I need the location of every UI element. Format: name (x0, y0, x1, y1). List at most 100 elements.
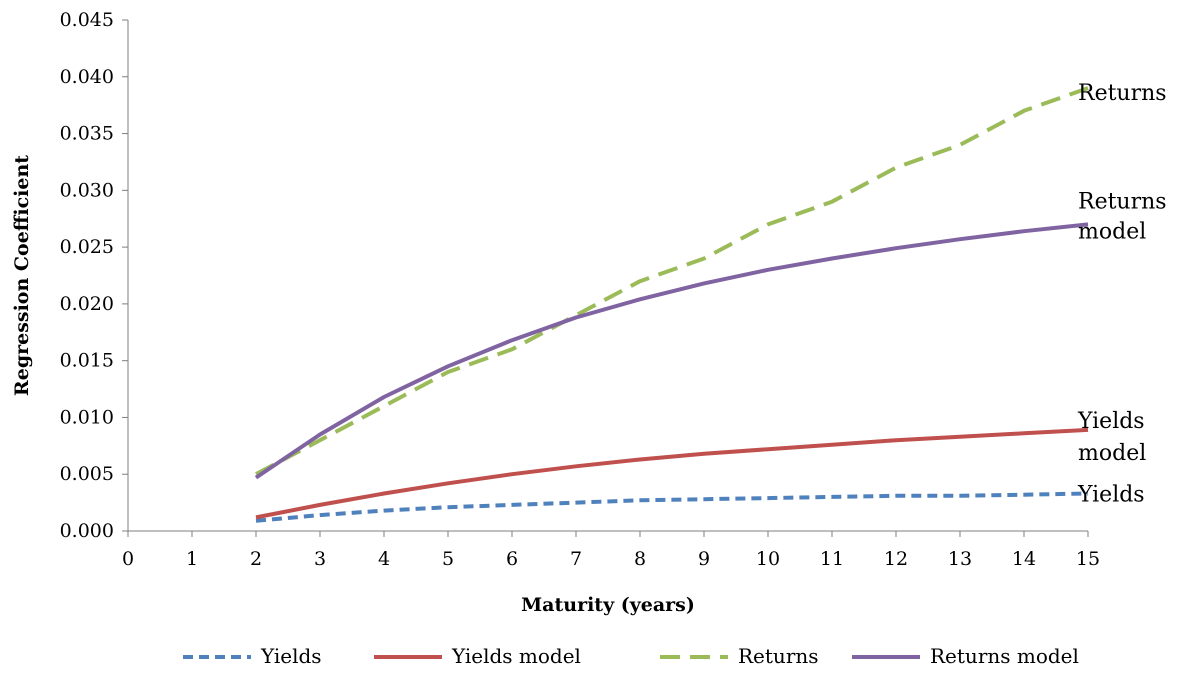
series-returns (255, 86, 1089, 476)
data-point-returns-model (958, 237, 962, 241)
y-tick-label: 0.045 (60, 9, 114, 31)
x-tick-label: 8 (634, 548, 646, 570)
data-point-returns (702, 256, 706, 260)
x-tick-label: 4 (378, 548, 390, 570)
data-point-yields (254, 519, 258, 523)
data-point-returns-model (1022, 229, 1026, 233)
data-point-returns-model (894, 246, 898, 250)
legend-label: Returns (738, 644, 819, 668)
x-axis: 0 1 2 3 4 5 6 7 8 9 10 11 12 13 14 15 (122, 530, 1100, 570)
series-yields-model (254, 427, 1089, 520)
x-tick-label: 12 (884, 548, 908, 570)
data-point-yields (574, 501, 578, 505)
data-point-yields (894, 494, 898, 498)
x-tick-label: 1 (186, 548, 198, 570)
y-tick-label: 0.000 (60, 520, 114, 542)
data-point-returns (830, 200, 834, 204)
y-tick-label: 0.010 (60, 406, 114, 428)
data-point-yields-model (574, 464, 578, 468)
end-label: model (1078, 219, 1146, 244)
end-label: Returns (1078, 81, 1167, 106)
legend-label: Returns model (930, 644, 1079, 668)
end-label: model (1078, 441, 1146, 466)
series-line-returns-model (254, 222, 1089, 480)
data-point-yields (702, 497, 706, 501)
y-tick-label: 0.005 (60, 463, 114, 485)
data-point-yields-model (510, 472, 514, 476)
data-point-yields-model (254, 515, 258, 519)
x-tick-label: 2 (250, 548, 262, 570)
data-point-returns-model (318, 432, 322, 436)
data-point-returns-model (830, 256, 834, 260)
data-point-yields (446, 505, 450, 509)
x-tick-label: 11 (820, 548, 844, 570)
data-point-returns (894, 166, 898, 170)
data-point-yields-model (830, 443, 834, 447)
data-point-yields-model (446, 481, 450, 485)
data-point-yields (766, 496, 770, 500)
legend-item-returns-model: Returns model (852, 644, 1079, 668)
data-point-yields-model (318, 503, 322, 507)
data-point-yields-model (766, 447, 770, 451)
data-point-returns-model (254, 476, 258, 480)
series-layer (254, 86, 1089, 523)
x-tick-label: 7 (570, 548, 582, 570)
y-tick-label: 0.040 (60, 66, 114, 88)
end-label: Yields (1077, 409, 1145, 434)
end-label: Yields (1077, 483, 1145, 508)
series-yields (254, 491, 1089, 523)
data-point-yields-model (958, 435, 962, 439)
x-tick-label: 14 (1012, 548, 1036, 570)
data-point-returns (638, 279, 642, 283)
data-point-returns (382, 404, 386, 408)
data-point-yields (510, 503, 514, 507)
data-point-returns-model (638, 297, 642, 301)
y-tick-label: 0.035 (60, 123, 114, 145)
data-point-yields (318, 513, 322, 517)
data-point-yields-model (702, 452, 706, 456)
x-tick-label: 13 (948, 548, 972, 570)
series-returns-model (254, 222, 1089, 480)
data-point-returns-model (446, 364, 450, 368)
data-point-yields-model (638, 457, 642, 461)
y-tick-label: 0.025 (60, 236, 114, 258)
data-point-returns (510, 347, 514, 351)
data-point-yields (638, 498, 642, 502)
legend: Yields Yields model Returns Returns model (183, 644, 1079, 668)
data-point-returns-model (382, 395, 386, 399)
data-point-yields-model (1022, 431, 1026, 435)
y-tick-label: 0.015 (60, 350, 114, 372)
data-point-returns (318, 438, 322, 442)
y-tick-label: 0.020 (60, 293, 114, 315)
data-point-returns-model (702, 281, 706, 285)
data-point-yields (1022, 493, 1026, 497)
legend-item-returns: Returns (660, 644, 819, 668)
data-point-yields-model (382, 492, 386, 496)
x-tick-label: 9 (698, 548, 710, 570)
series-line-returns (255, 86, 1089, 476)
data-point-yields (382, 509, 386, 513)
data-point-yields-model (894, 438, 898, 442)
x-tick-label: 5 (442, 548, 454, 570)
x-tick-label: 0 (122, 548, 134, 570)
series-line-yields-model (255, 427, 1089, 520)
legend-item-yields: Yields (183, 644, 322, 668)
y-axis-title: Regression Coefficient (11, 155, 33, 396)
y-tick-label: 0.030 (60, 179, 114, 201)
y-axis: 0.000 0.005 0.010 0.015 0.020 0.025 0.030 0.035… (60, 9, 129, 542)
end-label: Returns (1078, 189, 1167, 214)
x-axis-title: Maturity (years) (521, 594, 695, 616)
data-point-returns-model (766, 268, 770, 272)
x-tick-label: 10 (756, 548, 780, 570)
series-line-yields (255, 491, 1089, 523)
x-tick-label: 6 (506, 548, 518, 570)
legend-item-yields-model: Yields model (374, 644, 581, 668)
data-point-yields (958, 494, 962, 498)
legend-label: Yields (260, 644, 322, 668)
data-point-returns-model (574, 316, 578, 320)
data-point-yields (830, 495, 834, 499)
data-point-returns-model (510, 338, 514, 342)
data-point-returns (958, 143, 962, 147)
legend-label: Yields model (451, 644, 581, 668)
